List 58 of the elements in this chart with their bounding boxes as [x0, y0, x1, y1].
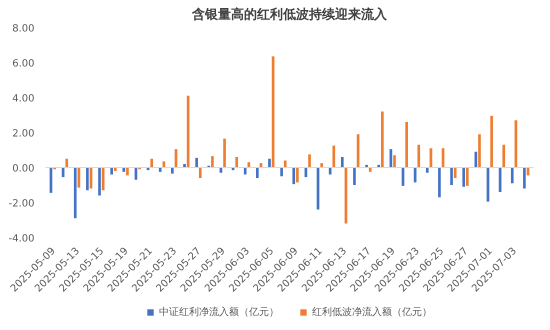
y-tick-label: 0.00 — [12, 164, 34, 174]
y-tick-label: 2.00 — [12, 128, 34, 140]
bar — [353, 168, 356, 185]
bar — [402, 168, 404, 186]
bar — [223, 138, 226, 168]
bar — [332, 146, 336, 168]
bar — [466, 168, 469, 186]
bar — [50, 168, 52, 193]
bar — [486, 168, 490, 202]
bar — [523, 168, 526, 188]
bar — [356, 134, 360, 168]
bar — [134, 168, 138, 180]
bar — [211, 156, 214, 168]
bar — [183, 164, 186, 168]
chart-title: 含银量高的红利低波持续迎来流入 — [191, 6, 388, 22]
bar — [344, 168, 348, 224]
bar — [90, 168, 92, 188]
bar — [438, 168, 441, 198]
bar — [393, 155, 396, 168]
bar — [126, 168, 129, 176]
bar — [442, 148, 444, 168]
bar — [498, 168, 502, 192]
bar — [390, 149, 392, 168]
bar — [450, 168, 453, 185]
bar — [74, 168, 77, 218]
bar — [98, 168, 101, 196]
legend-label: 中证红利净流入额（亿元） — [159, 306, 279, 319]
bar — [462, 168, 466, 187]
y-tick-label: -4.00 — [8, 234, 34, 244]
legend-label: 红利低波净流入额（亿元） — [312, 306, 432, 319]
bar — [292, 168, 296, 184]
bar — [490, 116, 493, 168]
bar — [308, 154, 311, 168]
bar — [502, 144, 506, 168]
bar — [526, 168, 530, 176]
bar — [260, 163, 262, 168]
bar — [86, 168, 89, 190]
y-tick-label: -2.00 — [8, 198, 34, 210]
bar — [268, 158, 271, 168]
bar — [186, 96, 190, 168]
bar — [316, 168, 320, 210]
bar — [417, 144, 420, 168]
bar — [414, 168, 416, 182]
bar — [510, 168, 514, 184]
bar — [78, 168, 80, 188]
bar — [296, 168, 299, 182]
bar — [514, 120, 518, 168]
y-tick-label: 4.00 — [12, 94, 34, 104]
bar — [174, 149, 178, 168]
bar — [430, 148, 432, 168]
bar — [405, 122, 408, 168]
bar — [381, 112, 384, 168]
bar — [102, 168, 104, 190]
y-tick-label: 6.00 — [12, 58, 34, 70]
bar — [280, 168, 283, 176]
bar — [478, 134, 481, 168]
bar — [272, 56, 274, 168]
y-tick-label: 8.00 — [12, 24, 34, 34]
